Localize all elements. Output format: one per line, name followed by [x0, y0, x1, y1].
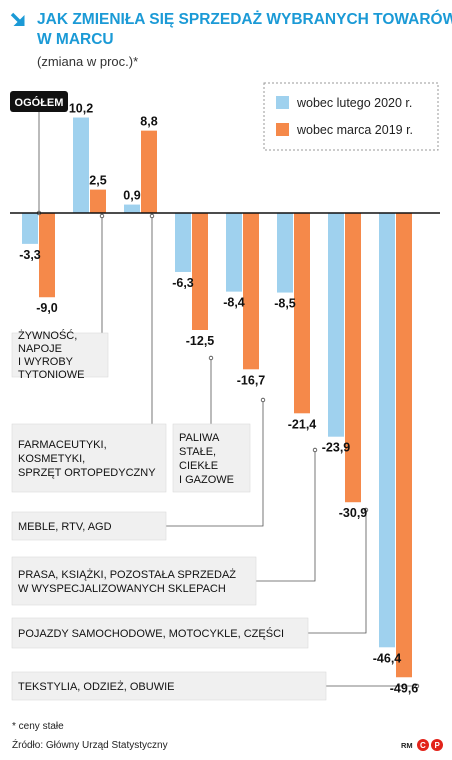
value-label-mar-2019-5: -21,4: [288, 417, 317, 431]
legend: wobec lutego 2020 r. wobec marca 2019 r.: [263, 82, 439, 151]
chart-subtitle: (zmiana w proc.)*: [37, 54, 138, 69]
category-box-4: MEBLE, RTV, AGD: [11, 511, 167, 541]
bar-feb-2020-3: [175, 213, 191, 272]
category-label-5-line-1: PRASA, KSIĄŻKI, POZOSTAŁA SPRZEDAŻ: [18, 568, 236, 581]
category-label-6-line-1: POJAZDY SAMOCHODOWE, MOTOCYKLE, CZĘŚCI: [18, 627, 284, 640]
publisher-logo-icon: C P: [417, 739, 443, 751]
category-leader-5: [256, 450, 316, 582]
bar-feb-2020-4: [226, 213, 242, 292]
category-label-1-line-1: ŻYWNOŚĆ,: [18, 329, 77, 342]
category-leader-6: [308, 510, 367, 634]
category-box-7: TEKSTYLIA, ODZIEŻ, OBUWIE: [11, 671, 327, 701]
footnote: * ceny stałe: [12, 721, 64, 732]
bar-feb-2020-2: [124, 204, 140, 213]
bar-mar-2019-6: [345, 213, 361, 503]
category-box-2: FARMACEUTYKI, KOSMETYKI, SPRZĘT ORTOPEDYCZ…: [11, 423, 167, 493]
category-box-5: PRASA, KSIĄŻKI, POZOSTAŁA SPRZEDAŻ W WYSP…: [11, 556, 257, 606]
value-label-feb-2020-4: -8,4: [223, 296, 245, 310]
category-leader-4: [166, 400, 264, 527]
value-label-mar-2019-2: 8,8: [140, 115, 157, 129]
legend-label-feb-2020: wobec lutego 2020 r.: [296, 96, 412, 110]
trend-arrow-icon: [10, 12, 25, 26]
bar-mar-2019-5: [294, 213, 310, 414]
legend-label-mar-2019: wobec marca 2019 r.: [296, 123, 413, 137]
value-label-feb-2020-7: -46,4: [373, 651, 402, 665]
value-label-mar-2019-0: -9,0: [36, 301, 58, 315]
value-label-feb-2020-3: -6,3: [172, 276, 194, 290]
value-label-feb-2020-0: -3,3: [19, 248, 41, 262]
category-box-6: POJAZDY SAMOCHODOWE, MOTOCYKLE, CZĘŚCI: [11, 617, 309, 649]
category-label-1-line-3: I WYROBY: [18, 356, 74, 368]
bar-mar-2019-2: [141, 130, 157, 213]
category-label-1-line-2: NAPOJE: [18, 343, 62, 355]
chart-title-line-1: JAK ZMIENIŁA SIĘ SPRZEDAŻ WYBRANYCH TOWA…: [37, 10, 452, 28]
category-label-4-line-1: MEBLE, RTV, AGD: [18, 521, 112, 533]
category-label-3-line-3: CIEKŁE: [179, 460, 218, 472]
value-label-feb-2020-1: 10,2: [69, 102, 93, 116]
bar-feb-2020-0: [22, 213, 38, 244]
category-label-3-line-1: PALIWA: [179, 432, 220, 444]
category-label-3-line-2: STAŁE,: [179, 446, 216, 458]
category-leader-1: [101, 217, 108, 344]
bar-feb-2020-5: [277, 213, 293, 293]
credit-initials: RM: [401, 741, 413, 750]
value-label-mar-2019-7: -49,6: [390, 681, 419, 695]
value-label-mar-2019-4: -16,7: [237, 373, 266, 387]
value-labels: -3,3 -9,0 10,2 2,5 0,9 8,8 -6,3 -12,5 -8,4 -16,7 -…: [19, 102, 418, 696]
bar-mar-2019-1: [90, 189, 106, 213]
value-label-feb-2020-2: 0,9: [123, 189, 140, 203]
bars: [22, 117, 412, 678]
category-label-1-line-4: TYTONIOWE: [18, 369, 84, 381]
value-label-mar-2019-1: 2,5: [89, 174, 106, 188]
category-label-2-line-2: KOSMETYKI,: [18, 453, 85, 465]
legend-swatch-feb-2020: [276, 96, 289, 109]
legend-swatch-mar-2019: [276, 123, 289, 136]
legend-box: [263, 82, 439, 151]
bar-mar-2019-7: [396, 213, 412, 678]
category-box-3: PALIWA STAŁE, CIEKŁE I GAZOWE: [172, 423, 251, 493]
category-leader-2: [151, 217, 166, 435]
value-label-mar-2019-6: -30,9: [339, 506, 368, 520]
value-label-mar-2019-3: -12,5: [186, 334, 215, 348]
bar-mar-2019-3: [192, 213, 208, 330]
chart-title-line-2: W MARCU: [37, 31, 114, 48]
category-label-7-line-1: TEKSTYLIA, ODZIEŻ, OBUWIE: [18, 680, 174, 693]
category-label-2-line-1: FARMACEUTYKI,: [18, 439, 107, 451]
category-label-5-line-2: W WYSPECJALIZOWANYCH SKLEPACH: [18, 583, 226, 595]
source-note: Źródło: Główny Urząd Statystyczny: [12, 738, 168, 751]
bar-feb-2020-1: [73, 117, 89, 213]
value-label-feb-2020-5: -8,5: [274, 297, 296, 311]
category-label-3-line-4: I GAZOWE: [179, 474, 234, 486]
bar-mar-2019-4: [243, 213, 259, 370]
svg-text:P: P: [435, 741, 441, 750]
bar-mar-2019-0: [39, 213, 55, 298]
bar-feb-2020-7: [379, 213, 395, 648]
category-label-2-line-3: SPRZĘT ORTOPEDYCZNY: [18, 467, 156, 479]
overall-badge-label: OGÓŁEM: [15, 96, 64, 109]
value-label-feb-2020-6: -23,9: [322, 441, 351, 455]
bar-feb-2020-6: [328, 213, 344, 437]
overall-badge: OGÓŁEM: [10, 91, 68, 112]
svg-text:C: C: [420, 741, 426, 750]
